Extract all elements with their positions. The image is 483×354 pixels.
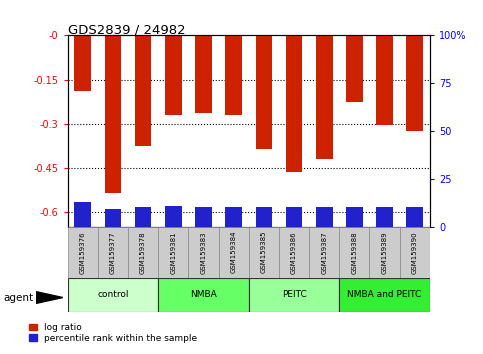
Bar xyxy=(188,227,219,278)
Text: GSM159377: GSM159377 xyxy=(110,231,116,274)
Bar xyxy=(346,207,363,227)
Text: control: control xyxy=(97,290,128,299)
Bar xyxy=(135,35,151,146)
Bar xyxy=(376,35,393,125)
Text: PEITC: PEITC xyxy=(282,290,306,299)
Text: GSM159384: GSM159384 xyxy=(231,231,237,274)
Bar xyxy=(165,206,182,227)
Bar xyxy=(68,278,158,312)
Bar xyxy=(407,35,423,131)
Text: GSM159390: GSM159390 xyxy=(412,231,418,274)
Polygon shape xyxy=(36,292,63,303)
Text: GSM159378: GSM159378 xyxy=(140,231,146,274)
Text: GSM159387: GSM159387 xyxy=(321,231,327,274)
Bar xyxy=(339,278,430,312)
Bar xyxy=(316,35,332,159)
Text: GSM159381: GSM159381 xyxy=(170,231,176,274)
Bar xyxy=(256,207,272,227)
Bar xyxy=(128,227,158,278)
Bar xyxy=(316,207,332,227)
Text: NMBA and PEITC: NMBA and PEITC xyxy=(347,290,422,299)
Bar xyxy=(309,227,339,278)
Text: GSM159388: GSM159388 xyxy=(352,231,357,274)
Bar xyxy=(256,35,272,149)
Text: agent: agent xyxy=(4,293,34,303)
Bar xyxy=(74,35,91,91)
Bar xyxy=(98,227,128,278)
Text: GSM159383: GSM159383 xyxy=(200,231,206,274)
Text: GSM159386: GSM159386 xyxy=(291,231,297,274)
Bar xyxy=(346,35,363,102)
Bar xyxy=(407,207,423,227)
Bar xyxy=(219,227,249,278)
Bar xyxy=(68,227,98,278)
Bar xyxy=(400,227,430,278)
Bar xyxy=(135,207,151,227)
Bar xyxy=(195,35,212,113)
Bar xyxy=(279,227,309,278)
Bar xyxy=(369,227,400,278)
Text: GSM159385: GSM159385 xyxy=(261,231,267,274)
Text: GDS2839 / 24982: GDS2839 / 24982 xyxy=(68,23,185,36)
Bar xyxy=(195,207,212,227)
Bar xyxy=(286,207,302,227)
Bar xyxy=(286,35,302,172)
Bar xyxy=(105,209,121,227)
Bar xyxy=(226,35,242,115)
Legend: log ratio, percentile rank within the sample: log ratio, percentile rank within the sa… xyxy=(28,323,197,343)
Bar xyxy=(105,35,121,193)
Bar xyxy=(249,278,339,312)
Bar xyxy=(158,278,249,312)
Bar xyxy=(249,227,279,278)
Text: GSM159376: GSM159376 xyxy=(80,231,85,274)
Bar xyxy=(226,207,242,227)
Text: GSM159389: GSM159389 xyxy=(382,231,387,274)
Bar xyxy=(158,227,188,278)
Bar xyxy=(339,227,369,278)
Bar xyxy=(376,207,393,227)
Text: NMBA: NMBA xyxy=(190,290,217,299)
Bar xyxy=(74,202,91,227)
Bar xyxy=(165,35,182,115)
